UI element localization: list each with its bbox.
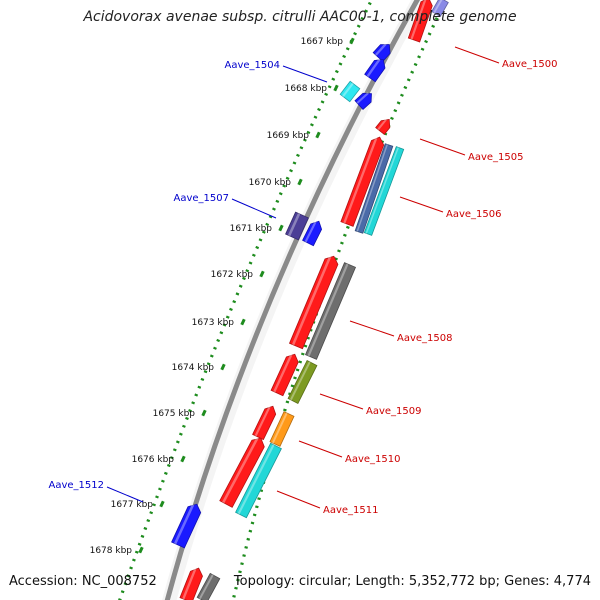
map-title: Acidovorax avenae subsp. citrulli AAC00-… [83, 9, 517, 25]
tick-label: 1675 kbp [153, 409, 196, 419]
gene-label-forward[interactable]: Aave_1504 [225, 60, 281, 71]
gene-label-reverse[interactable]: Aave_1508 [397, 333, 453, 344]
tick-label: 1678 kbp [90, 546, 133, 556]
tick-label: 1674 kbp [172, 363, 215, 373]
tick-label: 1671 kbp [230, 224, 273, 234]
tick-label: 1668 kbp [285, 84, 328, 94]
gene-aave-1511[interactable] [235, 442, 282, 519]
gene-aave-1512[interactable] [171, 503, 202, 549]
tick-mark [138, 546, 144, 554]
tick-mark [159, 500, 165, 508]
tick-mark [201, 409, 207, 417]
gene-label-reverse[interactable]: Aave_1505 [468, 152, 524, 163]
tick-mark [297, 178, 303, 186]
gene-label-reverse[interactable]: Aave_1506 [446, 209, 502, 220]
gene-aave-1508[interactable] [304, 262, 357, 360]
tick-label: 1670 kbp [249, 178, 292, 188]
leader-line [282, 65, 328, 83]
tick-label: 1676 kbp [132, 455, 175, 465]
gene-red-long-4[interactable] [219, 437, 265, 508]
scale-dots-layer [118, 0, 448, 600]
gene-forward-blue-3[interactable] [354, 92, 372, 110]
accession-text: Accession: NC_008752 [9, 574, 157, 589]
gene-forward-blue-1[interactable] [372, 43, 391, 62]
tick-mark [278, 224, 284, 232]
gene-forward-blue-2[interactable] [364, 58, 386, 83]
gene-aave-1504[interactable] [339, 80, 361, 103]
gene-aave-1505[interactable] [354, 143, 394, 234]
genome-summary-text: Topology: circular; Length: 5,352,772 bp… [233, 574, 591, 589]
inner-scale-ring [118, 0, 374, 600]
gene-label-reverse[interactable]: Aave_1510 [345, 454, 401, 465]
gene-label-forward[interactable]: Aave_1512 [49, 480, 105, 491]
leader-line [399, 196, 444, 213]
tick-mark [349, 37, 355, 45]
gene-aave-1509[interactable] [287, 359, 318, 405]
gene-label-reverse[interactable]: Aave_1500 [502, 59, 558, 70]
gene-label-reverse[interactable]: Aave_1511 [323, 505, 379, 516]
gene-aave-1510[interactable] [269, 411, 295, 447]
labels-layer: 1667 kbp 1668 kbp 1669 kbp 1670 kbp 1671 kbp… [49, 37, 558, 556]
leader-line [276, 490, 321, 509]
tick-label: 1673 kbp [192, 318, 235, 328]
gene-aave-1507[interactable] [285, 211, 309, 241]
gene-label-forward[interactable]: Aave_1507 [174, 193, 230, 204]
tick-label: 1669 kbp [267, 131, 310, 141]
tick-label: 1672 kbp [211, 270, 254, 280]
gene-label-reverse[interactable]: Aave_1509 [366, 406, 422, 417]
gene-aave-1506[interactable] [363, 146, 405, 236]
gene-red-short[interactable] [270, 353, 299, 397]
tick-mark [333, 84, 339, 92]
gene-red-3[interactable] [252, 405, 277, 441]
leader-line [231, 198, 277, 219]
features-layer [171, 0, 449, 600]
leader-line [106, 486, 144, 503]
gene-lavender-fragment[interactable] [431, 0, 449, 18]
tick-mark [240, 318, 246, 326]
gene-red-long-1[interactable] [340, 136, 385, 227]
tick-mark [180, 455, 186, 463]
gene-forward-blue-4[interactable] [302, 220, 323, 247]
gene-red-long-2[interactable] [288, 255, 339, 350]
tick-label: 1677 kbp [111, 500, 154, 510]
leader-line [419, 138, 466, 156]
gene-gray-bottom[interactable] [196, 572, 221, 600]
gene-red-small[interactable] [375, 118, 391, 135]
tick-mark [259, 270, 265, 278]
leader-line [349, 320, 395, 337]
gene-aave-1500-fragment[interactable] [407, 0, 433, 43]
gene-red-bottom[interactable] [179, 567, 203, 600]
tick-mark [315, 131, 321, 139]
leader-line [319, 393, 364, 410]
leader-line [454, 46, 500, 64]
tick-label: 1667 kbp [301, 37, 344, 47]
tick-mark [220, 363, 226, 371]
leader-line [298, 440, 343, 458]
